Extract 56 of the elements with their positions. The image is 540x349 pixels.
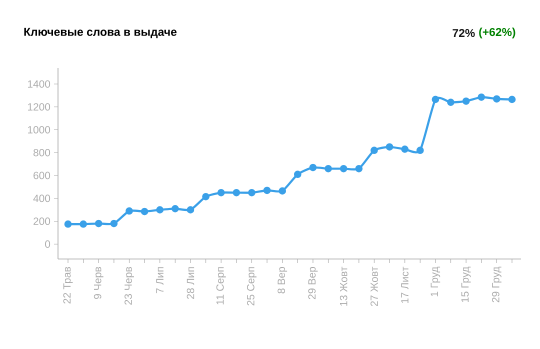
x-tick-label: 22 Трав: [63, 266, 73, 304]
point: [386, 143, 394, 151]
point: [493, 95, 500, 103]
y-tick-label: 1200: [28, 103, 50, 111]
point: [370, 146, 378, 154]
x-tick-label: 23 Черв: [124, 266, 134, 305]
y-tick-label: 0: [45, 240, 50, 248]
x-tick-label: 7 Лип: [156, 267, 164, 294]
point: [324, 164, 332, 172]
x-tick-label: 11 Серп: [216, 267, 226, 304]
chart-title: Ключевые слова в выдаче: [24, 28, 177, 38]
text: (+62%): [479, 28, 516, 38]
point: [171, 204, 179, 212]
x-tick-label: 27 Жовт: [370, 266, 378, 306]
y-tick-label: 1400: [28, 80, 50, 88]
point: [110, 220, 118, 228]
x-tick-label: 17 Лист: [401, 266, 408, 303]
point: [140, 208, 148, 216]
y-tick-label: 800: [33, 148, 50, 156]
y-tick-label: 400: [33, 194, 50, 202]
x-tick-label: 29 Груд: [492, 266, 502, 302]
y-tick-label: 600: [34, 172, 50, 180]
point: [278, 187, 286, 195]
point: [126, 207, 133, 215]
point: [478, 93, 486, 101]
point: [263, 186, 271, 194]
point: [202, 192, 210, 200]
point: [94, 220, 102, 228]
text: 72%: [452, 28, 475, 38]
y-tick-label: 200: [34, 218, 50, 225]
x-tick-label: 13 Жовт: [340, 266, 348, 306]
y-tick-label: 1000: [28, 126, 50, 134]
point: [64, 220, 72, 228]
x-tick-label: 25 Серп: [247, 267, 256, 306]
point: [401, 146, 409, 153]
point: [432, 96, 440, 104]
x-tick-label: 29 Вер: [308, 266, 318, 300]
x-tick-label: 28 Лип: [186, 267, 194, 299]
point: [508, 96, 516, 104]
point: [232, 188, 240, 196]
point: [217, 188, 225, 196]
x-tick-label: 1 Груд: [430, 266, 440, 296]
point: [340, 164, 348, 172]
point: [416, 146, 424, 154]
point: [248, 188, 256, 196]
point: [186, 206, 194, 214]
x-tick-label: 15 Груд: [461, 266, 471, 302]
point: [309, 164, 317, 172]
point: [80, 220, 87, 228]
x-tick-label: 8 Вер: [278, 266, 288, 294]
point: [462, 97, 470, 105]
point: [447, 98, 454, 106]
point: [355, 164, 363, 172]
point: [294, 170, 302, 178]
point: [156, 206, 164, 214]
x-tick-label: 9 Черв: [94, 266, 104, 299]
